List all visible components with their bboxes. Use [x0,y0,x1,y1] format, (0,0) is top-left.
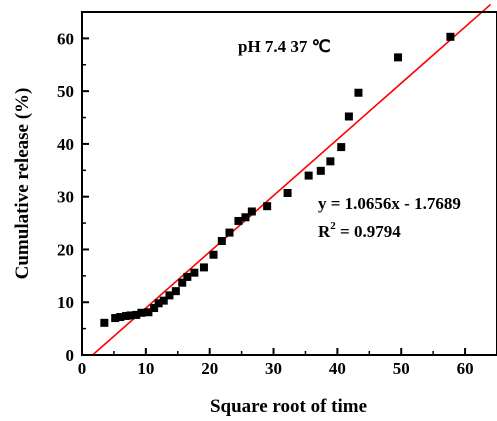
data-point [209,250,218,259]
x-tick-label: 10 [137,359,154,378]
data-point [225,228,234,237]
data-point [132,310,141,319]
y-tick-label: 60 [57,29,74,48]
y-tick-label: 30 [57,188,74,207]
data-point [247,207,256,216]
data-point [326,157,335,166]
data-point [171,287,180,296]
y-tick-label: 20 [57,240,74,259]
regression-line [92,3,492,356]
data-point [344,112,353,121]
y-tick-label: 50 [57,82,74,101]
data-point [116,313,125,322]
axis-ticks: 0 10 20 30 40 50 60 0 10 20 30 40 50 60 [57,29,474,378]
data-points [100,32,455,327]
x-tick-label: 40 [329,359,346,378]
data-point [126,311,135,320]
equation-label: y = 1.0656x - 1.7689 [318,194,461,213]
data-point [263,202,272,211]
data-point [354,88,363,97]
data-point [100,318,109,327]
data-point [446,32,455,41]
data-point [316,166,325,175]
data-point [165,291,174,300]
data-point [241,213,250,222]
data-point [150,304,159,313]
data-point [183,272,192,281]
x-tick-label: 20 [201,359,218,378]
data-point [137,308,146,317]
r-squared-label: R2 = 0.9794 [318,220,401,241]
x-axis-title: Square root of time [210,396,367,417]
data-point [178,278,187,287]
data-point [159,296,168,305]
data-point [199,263,208,272]
data-point [283,188,292,197]
data-point [337,143,346,152]
condition-label: pH 7.4 37 ℃ [238,37,331,56]
data-point [304,171,313,180]
data-point [144,308,153,317]
r-squared-prefix: R [318,222,331,241]
plot-frame [81,11,497,356]
data-point [190,268,199,277]
y-tick-label: 40 [57,135,74,154]
x-tick-label: 60 [457,359,474,378]
y-tick-label: 10 [57,293,74,312]
data-point [111,314,120,323]
x-tick-label: 30 [265,359,282,378]
r-squared-value: = 0.9794 [336,222,401,241]
data-point [217,237,226,246]
y-tick-label: 0 [66,346,75,365]
data-point [394,53,403,62]
data-point [122,311,131,320]
data-point [154,299,163,308]
x-tick-label: 0 [78,359,87,378]
r-squared-superscript: 2 [330,220,336,232]
x-tick-label: 50 [393,359,410,378]
y-axis-title: Cumulative release (%) [12,88,33,280]
data-point [234,216,243,225]
